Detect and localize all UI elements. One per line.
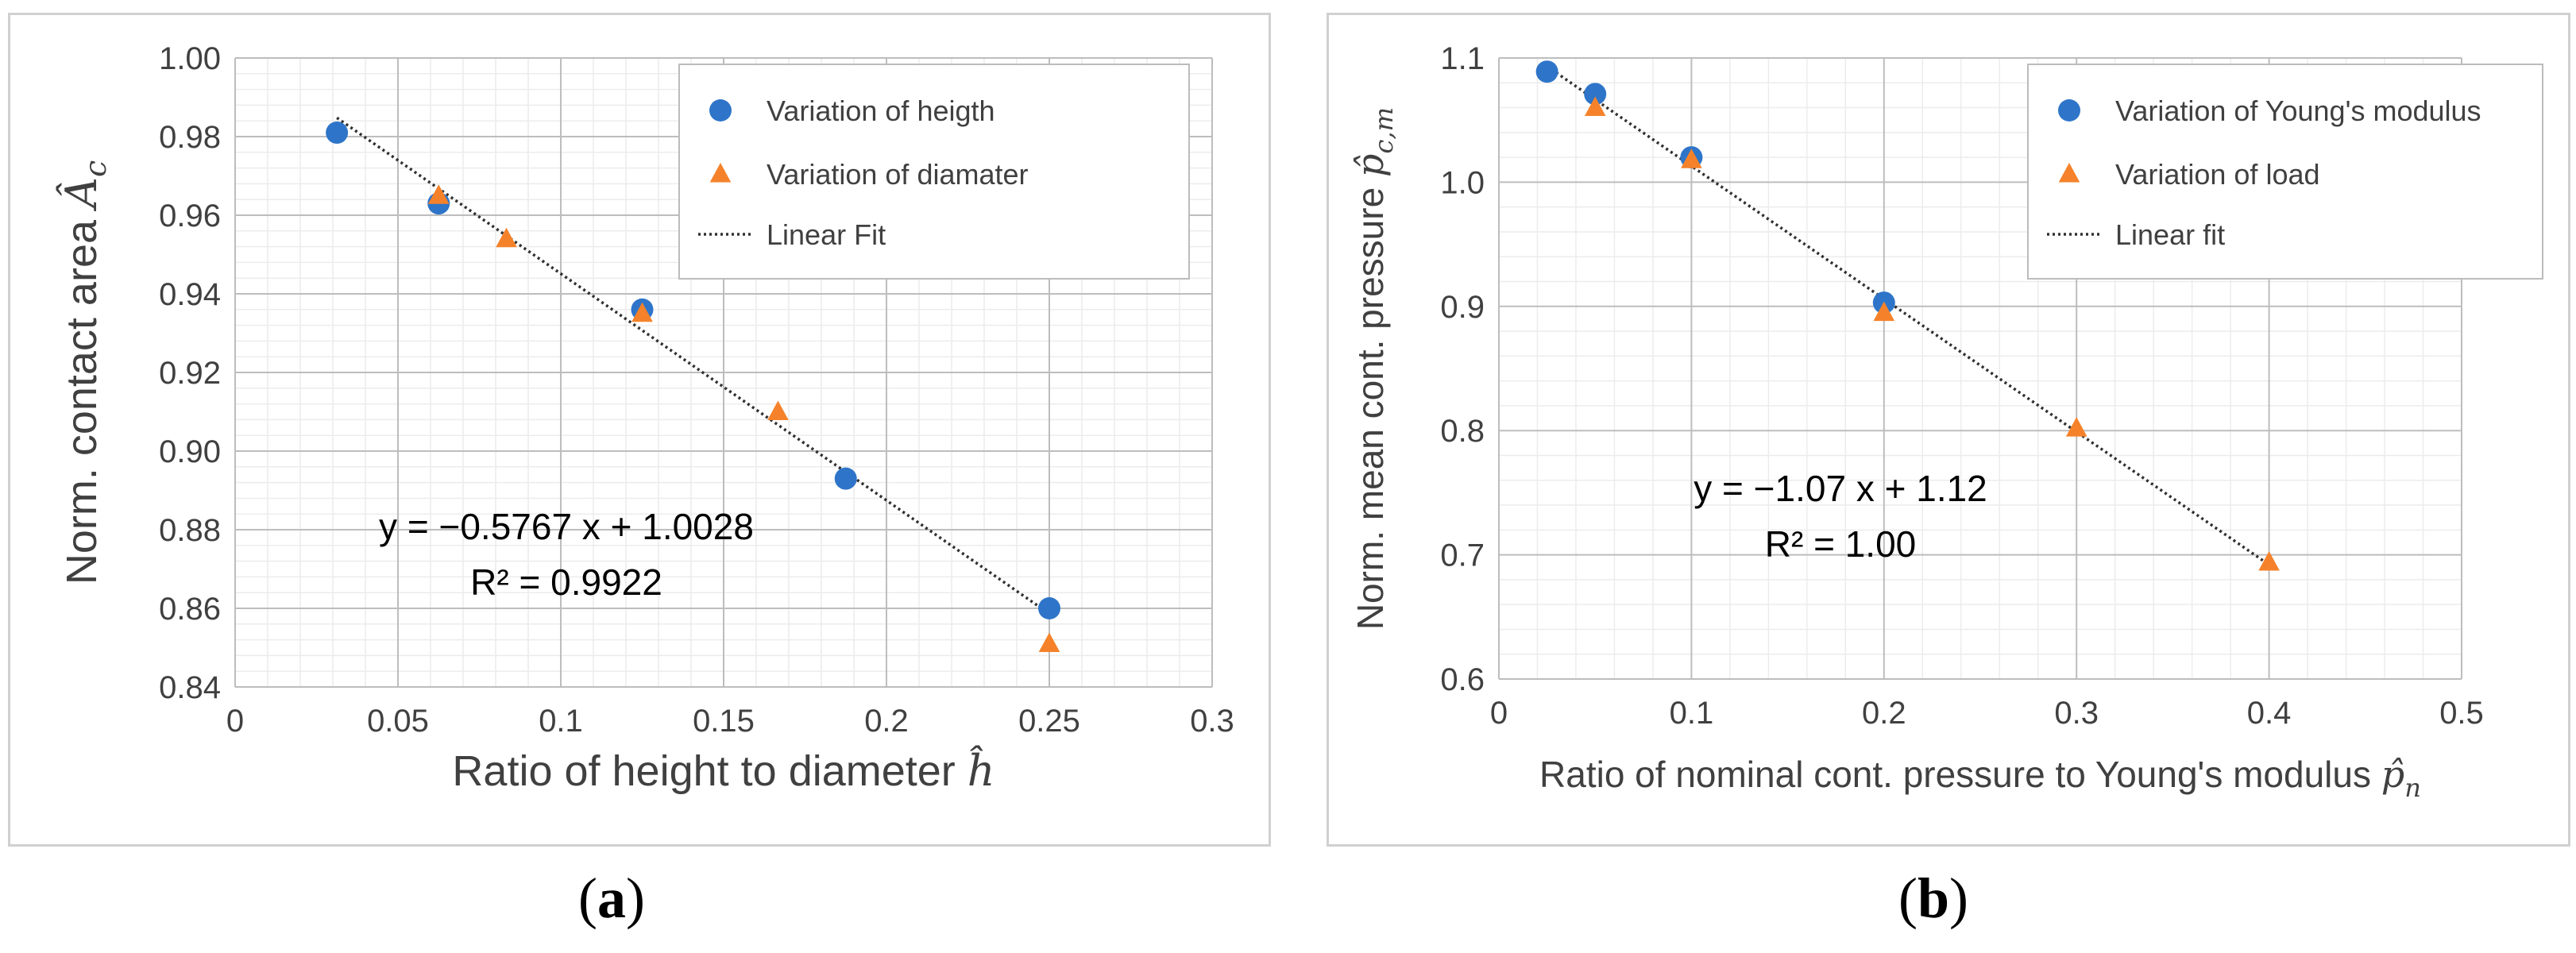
chart-b-xtick-label: 0.2 <box>1862 696 1906 731</box>
chart-b-ytick-label: 1.1 <box>1440 41 1485 76</box>
chart-b-ytick-label: 0.9 <box>1440 290 1485 325</box>
chart-b-xtick-label: 0.5 <box>2439 696 2484 731</box>
chart-a-ytick-label: 0.90 <box>159 434 221 469</box>
chart-a-legend-marker-series2 <box>709 163 732 183</box>
chart-b-point-series1 <box>1584 83 1607 106</box>
chart-a-ytick-label: 0.94 <box>159 277 221 312</box>
chart-b-ytick-label: 1.0 <box>1440 165 1485 200</box>
chart-b-point-series2 <box>1873 301 1895 322</box>
chart-a-point-series2 <box>427 184 450 204</box>
caption-b: (b) <box>1898 866 1969 930</box>
chart-a-point-series1 <box>834 467 857 490</box>
chart-a-ytick-label: 0.84 <box>159 670 221 705</box>
chart-b-xlabel-symbol: p̂ <box>2381 753 2404 796</box>
chart-a-svg: 0.84 0.86 0.88 0.90 0.92 0.94 0.96 0.98 1.00 0 0.0… <box>56 41 1234 796</box>
chart-b-svg: 0.6 0.7 0.8 0.9 1.0 1.1 0 0.1 0.2 0.3 0.4 0.5 y = −1… <box>1349 41 2543 803</box>
chart-b-legend-marker-series1 <box>2058 99 2080 122</box>
chart-a-point-series2 <box>496 227 517 248</box>
chart-b-legend-label-fit: Linear fit <box>2115 218 2225 251</box>
chart-a-legend-label-series1: Variation of heigth <box>767 95 995 127</box>
chart-a-ytick-label: 1.00 <box>159 41 221 76</box>
chart-b-legend-box <box>2027 64 2543 280</box>
chart-a-legend-marker-series1 <box>709 99 732 122</box>
chart-a-xlabel: Ratio of height to diameter ĥ <box>452 745 994 796</box>
chart-b-point-series2 <box>1584 96 1606 117</box>
chart-a-xtick-label: 0.3 <box>1190 704 1234 739</box>
caption-a: (a) <box>578 866 645 930</box>
chart-a-legend-label-series2: Variation of diamater <box>767 158 1029 191</box>
chart-a-point-series1 <box>1038 597 1060 619</box>
chart-a-ylabel-text: Norm. contact area <box>58 208 106 585</box>
chart-b-xlabel-subscript: n <box>2404 773 2421 803</box>
chart-a-ytick-label: 0.98 <box>159 120 221 155</box>
chart-b-ylabel-subscript: c,m <box>1369 107 1399 154</box>
chart-a-ylabel-subscript: c <box>78 160 113 177</box>
chart-a-annotation-line1: y = −0.5767 x + 1.0028 <box>379 506 754 547</box>
chart-b-ytick-label: 0.7 <box>1440 538 1485 573</box>
chart-b-xlabel: Ratio of nominal cont. pressure to Young… <box>1539 753 2421 803</box>
chart-b-ylabel-text: Norm. mean cont. pressure <box>1350 177 1391 630</box>
chart-b-annotation-line2: R² = 1.00 <box>1765 523 1917 565</box>
chart-a-legend-label-fit: Linear Fit <box>767 218 886 251</box>
chart-a-legend-box <box>678 64 1190 280</box>
chart-b-fit-line <box>1546 65 2270 566</box>
chart-a-ylabel: Norm. contact area Âc <box>56 160 113 585</box>
chart-b-ylabel: Norm. mean cont. pressure p̂c,m <box>1349 107 1399 630</box>
chart-b-point-series2 <box>2258 550 2280 571</box>
chart-b-xtick-label: 0 <box>1490 696 1508 731</box>
chart-b-ytick-label: 0.8 <box>1440 414 1485 449</box>
chart-a-ytick-label: 0.88 <box>159 513 221 548</box>
chart-a-xtick-label: 0.05 <box>367 704 429 739</box>
chart-b-legend-label-series2: Variation of load <box>2115 158 2320 191</box>
chart-a-xtick-label: 0.15 <box>693 704 755 739</box>
chart-a-point-series2 <box>631 302 653 322</box>
chart-a-point-series1 <box>326 122 349 145</box>
chart-panel-b: 0.6 0.7 0.8 0.9 1.0 1.1 0 0.1 0.2 0.3 0.4 0.5 y = −1… <box>1327 13 2570 847</box>
chart-a-xlabel-symbol: ĥ <box>967 745 995 796</box>
chart-a-xtick-label: 0 <box>226 704 244 739</box>
chart-b-xtick-label: 0.3 <box>2054 696 2099 731</box>
chart-a-ylabel-symbol: Â <box>56 177 106 212</box>
chart-a-xtick-label: 0.25 <box>1018 704 1080 739</box>
chart-b-ylabel-symbol: p̂ <box>1349 154 1392 177</box>
chart-a-xlabel-text: Ratio of height to diameter <box>452 747 967 795</box>
chart-b-xtick-label: 0.4 <box>2247 696 2292 731</box>
chart-b-legend: Variation of Young's modulus Variation of… <box>2027 64 2543 280</box>
chart-b-legend-marker-series2 <box>2058 163 2080 183</box>
chart-b-ytick-label: 0.6 <box>1440 662 1485 697</box>
chart-a-point-series2 <box>1038 632 1060 653</box>
chart-a-ytick-label: 0.92 <box>159 356 221 391</box>
chart-a-point-series2 <box>767 400 789 420</box>
chart-b-point-series2 <box>1681 149 1702 168</box>
chart-b-xlabel-text: Ratio of nominal cont. pressure to Young… <box>1539 754 2381 795</box>
chart-b-legend-label-series1: Variation of Young's modulus <box>2115 95 2481 127</box>
chart-b-annotation-line1: y = −1.07 x + 1.12 <box>1694 468 1987 509</box>
chart-a-ytick-label: 0.96 <box>159 199 221 233</box>
chart-b-point-series2 <box>2065 417 2087 437</box>
chart-a-legend: Variation of heigth Variation of diamater… <box>678 64 1190 280</box>
chart-b-xtick-label: 0.1 <box>1670 696 1714 731</box>
chart-a-annotation-line2: R² = 0.9922 <box>470 561 662 603</box>
chart-b-point-series1 <box>1535 60 1558 83</box>
chart-a-ytick-label: 0.86 <box>159 592 221 627</box>
chart-a-xtick-label: 0.2 <box>864 704 909 739</box>
chart-a-fit-line <box>336 116 1050 615</box>
chart-panel-a: 0.84 0.86 0.88 0.90 0.92 0.94 0.96 0.98 1.00 0 0.0… <box>8 13 1271 847</box>
chart-a-xtick-label: 0.1 <box>539 704 583 739</box>
